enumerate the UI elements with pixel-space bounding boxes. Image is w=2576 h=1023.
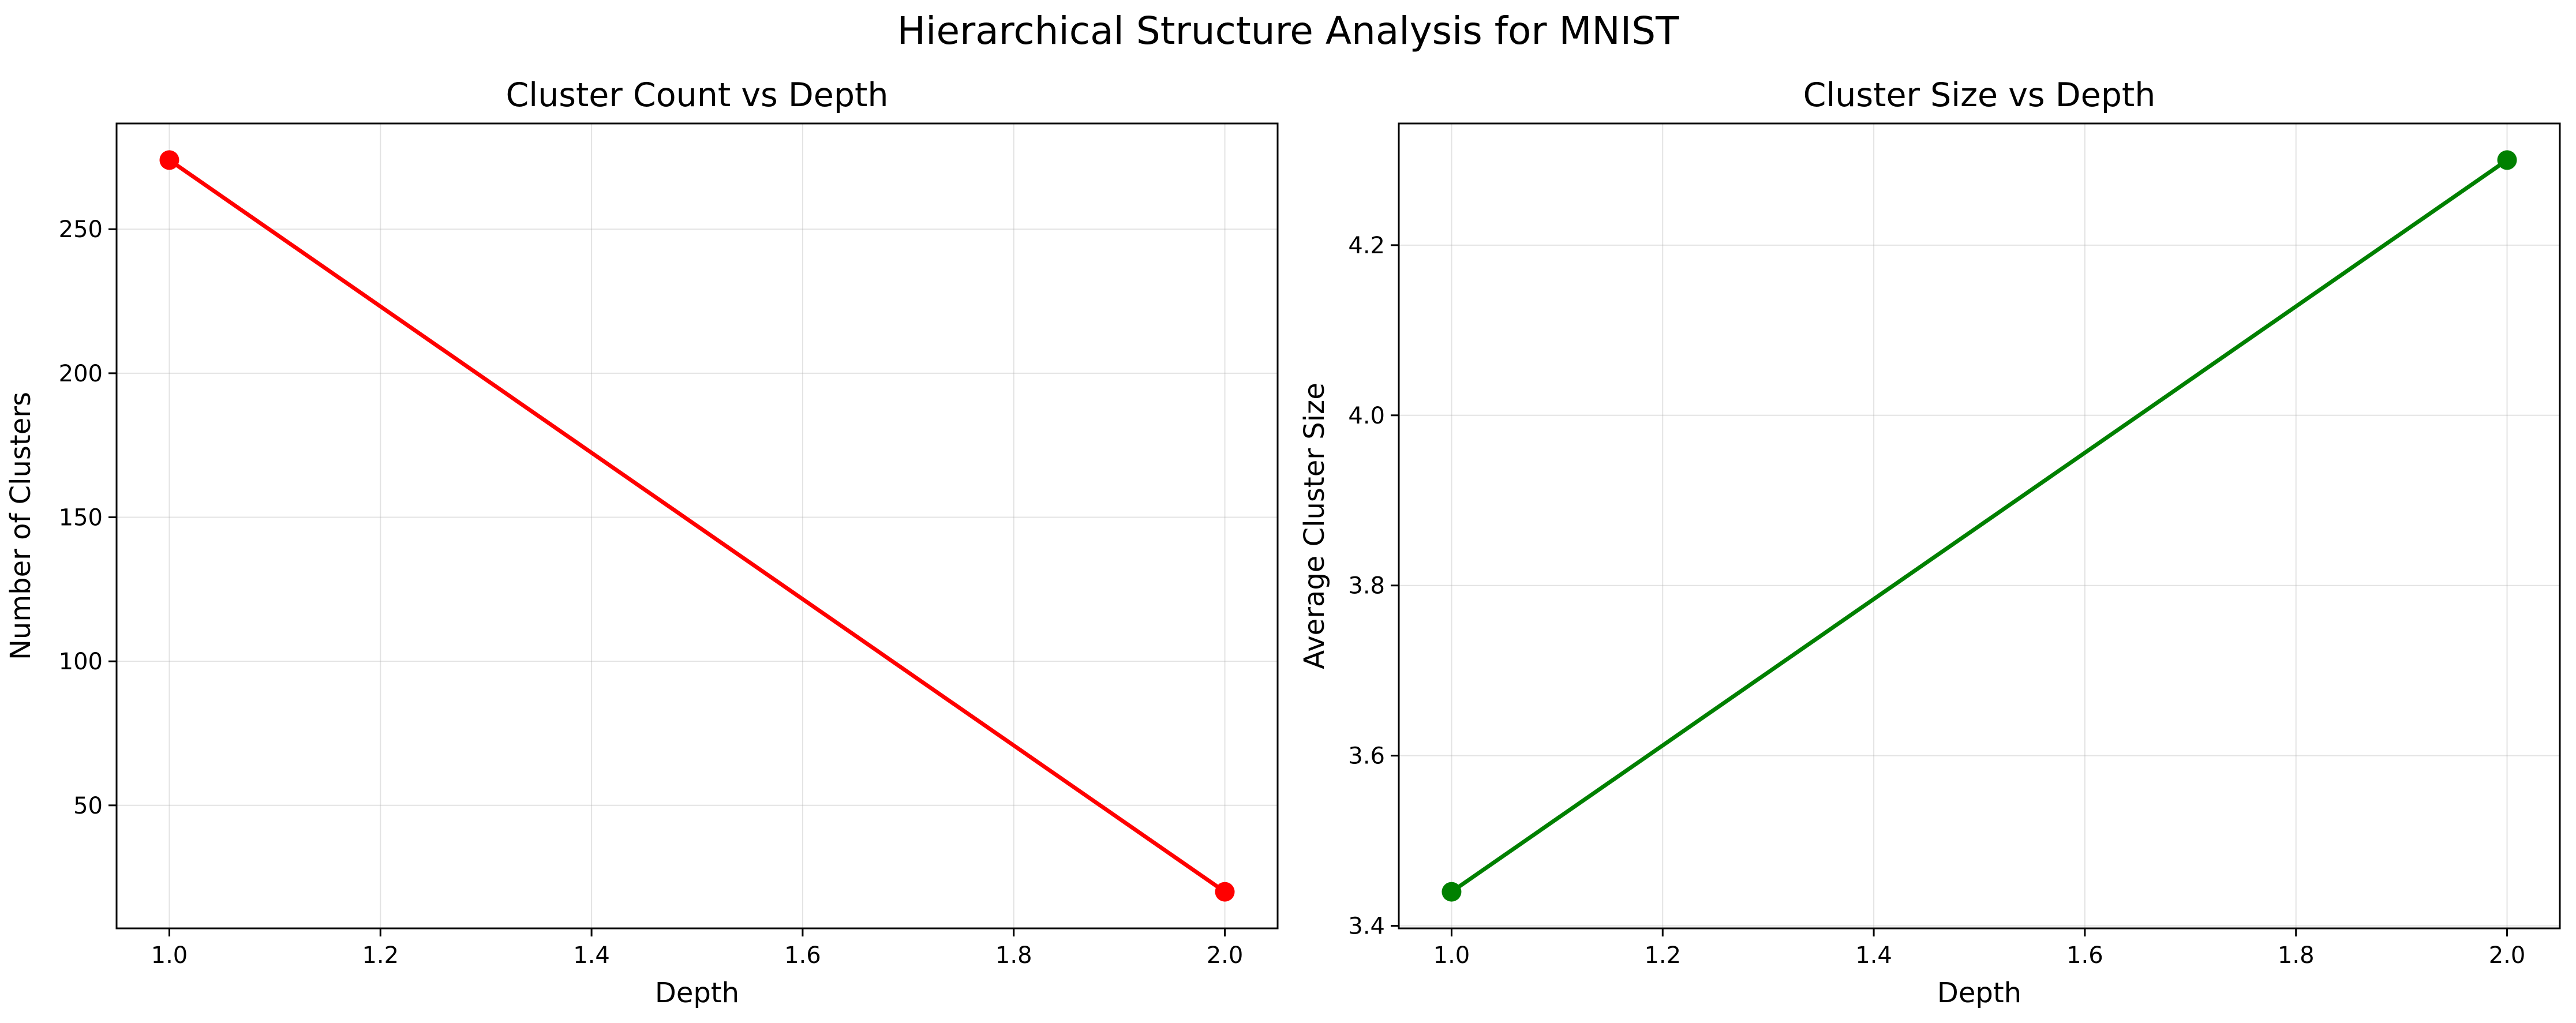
- subplot-cluster-count: 1.0 1.2 1.4 1.6 1.8 2.0 50 100 150 200 250 Cluste…: [5, 76, 1279, 1009]
- data-point-marker: [2497, 150, 2517, 170]
- y-tick-label: 50: [73, 793, 103, 819]
- y-tick-label: 250: [59, 216, 103, 243]
- grid-lines: [117, 123, 1278, 928]
- y-tick-label: 100: [59, 649, 103, 675]
- y-axis-label: Number of Clusters: [5, 392, 37, 660]
- x-tick-label: 1.2: [1644, 942, 1681, 969]
- x-tick-label: 1.0: [151, 942, 188, 969]
- x-tick-label: 1.4: [1855, 942, 1892, 969]
- y-tick-label: 3.4: [1348, 913, 1385, 940]
- x-tick-label: 1.0: [1433, 942, 1470, 969]
- x-axis-label: Depth: [655, 977, 739, 1009]
- data-point-marker: [159, 150, 179, 170]
- data-point-marker: [1441, 882, 1462, 902]
- y-tick-label: 200: [59, 361, 103, 387]
- subplot-title: Cluster Size vs Depth: [1803, 76, 2156, 114]
- x-tick-label: 1.2: [362, 942, 399, 969]
- x-tick-label: 1.4: [573, 942, 610, 969]
- y-tick-label: 3.8: [1348, 573, 1385, 599]
- data-series: [159, 150, 1235, 902]
- y-axis-label: Average Cluster Size: [1298, 383, 1331, 669]
- axes-frame: [1398, 122, 2561, 930]
- x-tick-label: 1.6: [784, 942, 821, 969]
- subplot-title: Cluster Count vs Depth: [506, 76, 889, 114]
- subplot-cluster-size: 1.0 1.2 1.4 1.6 1.8 2.0 3.4 3.6 3.8 4.0 4.2 Clust…: [1298, 76, 2561, 1009]
- figure-title: Hierarchical Structure Analysis for MNIS…: [897, 9, 1680, 53]
- data-point-marker: [1215, 882, 1235, 902]
- y-tick-label: 4.0: [1348, 403, 1385, 429]
- x-tick-label: 1.8: [2278, 942, 2315, 969]
- x-tick-label: 2.0: [2489, 942, 2526, 969]
- y-tick-label: 3.6: [1348, 743, 1385, 770]
- x-axis-label: Depth: [1937, 977, 2021, 1009]
- axes-frame: [115, 122, 1279, 930]
- y-tick-label: 150: [59, 505, 103, 531]
- x-tick-label: 1.6: [2066, 942, 2103, 969]
- x-axis-ticks: 1.0 1.2 1.4 1.6 1.8 2.0: [1433, 928, 2526, 969]
- series-line: [166, 157, 1228, 895]
- y-tick-label: 4.2: [1348, 233, 1385, 259]
- grid-lines: [1399, 123, 2560, 928]
- y-axis-ticks: 3.4 3.6 3.8 4.0 4.2: [1348, 233, 1399, 940]
- series-line: [1448, 157, 2510, 895]
- x-tick-label: 1.8: [995, 942, 1032, 969]
- y-axis-ticks: 50 100 150 200 250: [59, 216, 117, 819]
- x-tick-label: 2.0: [1207, 942, 1244, 969]
- x-axis-ticks: 1.0 1.2 1.4 1.6 1.8 2.0: [151, 928, 1244, 969]
- data-series: [1441, 150, 2517, 902]
